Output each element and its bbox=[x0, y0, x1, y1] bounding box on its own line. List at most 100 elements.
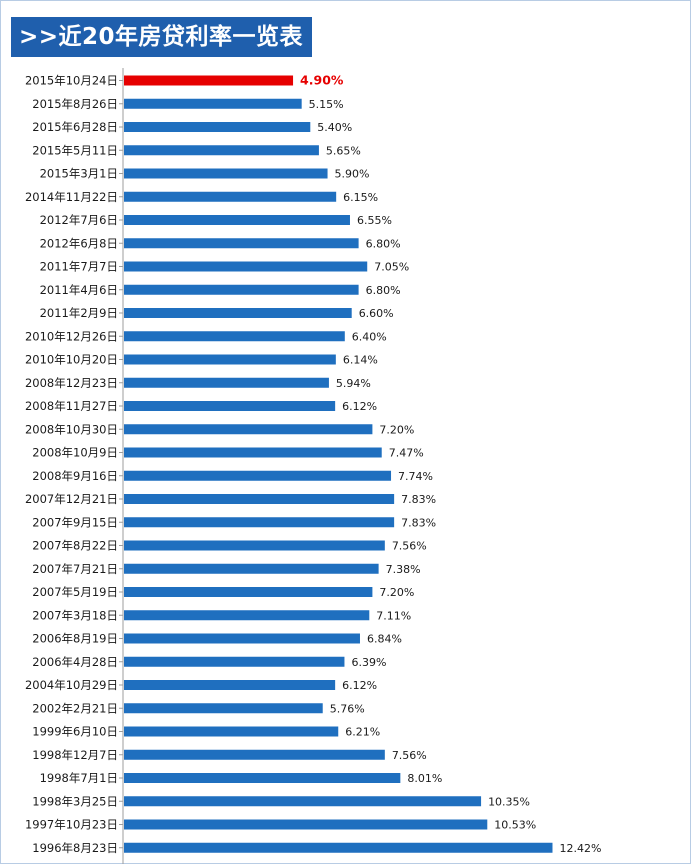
value-label: 6.21% bbox=[345, 726, 380, 739]
data-bar bbox=[124, 98, 302, 109]
category-label: 2012年6月8日 bbox=[40, 236, 118, 250]
value-label: 6.15% bbox=[343, 191, 378, 204]
value-label: 6.55% bbox=[357, 214, 392, 227]
data-bar bbox=[124, 354, 336, 365]
value-label: 7.83% bbox=[401, 516, 436, 529]
category-label: 2002年2月21日 bbox=[32, 701, 118, 715]
highlight-value-label: 4.90% bbox=[300, 73, 344, 88]
data-bar bbox=[124, 308, 352, 318]
data-bar bbox=[124, 819, 488, 830]
category-label: 2012年7月6日 bbox=[40, 213, 118, 227]
data-bar bbox=[124, 447, 382, 458]
value-label: 6.14% bbox=[343, 354, 378, 367]
category-label: 2011年7月7日 bbox=[40, 260, 118, 274]
value-label: 7.83% bbox=[401, 493, 436, 506]
data-bar bbox=[124, 331, 345, 342]
chart-title: >>近20年房贷利率一览表 bbox=[11, 17, 313, 57]
category-label: 2004年10月29日 bbox=[25, 678, 118, 692]
value-label: 7.20% bbox=[379, 423, 414, 436]
value-label: 5.90% bbox=[335, 168, 370, 181]
category-label: 2015年8月26日 bbox=[32, 97, 118, 111]
data-bar bbox=[124, 796, 482, 807]
data-bar bbox=[124, 680, 336, 690]
data-bar bbox=[124, 540, 385, 551]
category-label: 2008年12月23日 bbox=[25, 376, 118, 390]
value-label: 7.20% bbox=[379, 586, 414, 599]
category-label: 1998年12月7日 bbox=[32, 748, 118, 762]
value-label: 7.56% bbox=[392, 749, 427, 762]
category-label: 1998年3月25日 bbox=[32, 794, 118, 808]
value-label: 6.80% bbox=[366, 284, 401, 297]
category-label: 2008年9月16日 bbox=[32, 469, 118, 483]
category-label: 2007年8月22日 bbox=[32, 539, 118, 553]
category-label: 2007年9月15日 bbox=[32, 515, 118, 529]
value-label: 5.76% bbox=[330, 702, 365, 715]
value-label: 6.60% bbox=[359, 307, 394, 320]
value-label: 12.42% bbox=[559, 842, 601, 855]
data-bar bbox=[124, 633, 360, 644]
value-label: 8.01% bbox=[407, 772, 442, 785]
data-bar bbox=[124, 773, 401, 783]
value-label: 10.35% bbox=[488, 795, 530, 808]
category-label: 2015年10月24日 bbox=[25, 74, 118, 88]
data-bar bbox=[124, 517, 395, 528]
category-label: 2008年10月30日 bbox=[25, 422, 118, 436]
data-bar bbox=[124, 842, 553, 853]
category-label: 2006年4月28日 bbox=[32, 655, 118, 669]
value-label: 10.53% bbox=[494, 819, 536, 832]
data-bar bbox=[124, 284, 359, 295]
value-label: 6.39% bbox=[351, 656, 386, 669]
category-label: 2011年4月6日 bbox=[40, 283, 118, 297]
data-bar bbox=[124, 424, 373, 435]
value-label: 7.47% bbox=[389, 447, 424, 460]
category-label: 2006年8月19日 bbox=[32, 632, 118, 646]
value-label: 6.40% bbox=[352, 330, 387, 343]
value-label: 5.65% bbox=[326, 144, 361, 157]
category-label: 2008年11月27日 bbox=[25, 399, 118, 413]
category-label: 2007年5月19日 bbox=[32, 585, 118, 599]
data-bar bbox=[124, 261, 368, 272]
value-label: 7.56% bbox=[392, 540, 427, 553]
data-bar bbox=[124, 726, 339, 737]
data-bar bbox=[124, 191, 337, 202]
data-bar bbox=[124, 168, 328, 179]
data-bar bbox=[124, 610, 370, 621]
category-label: 2010年10月20日 bbox=[25, 353, 118, 367]
value-label: 6.84% bbox=[367, 633, 402, 646]
category-label: 1997年10月23日 bbox=[25, 818, 118, 832]
data-bar bbox=[124, 494, 395, 504]
category-label: 2008年10月9日 bbox=[32, 446, 118, 460]
category-label: 1996年8月23日 bbox=[32, 841, 118, 855]
category-label: 2014年11月22日 bbox=[25, 190, 118, 204]
value-label: 6.80% bbox=[366, 237, 401, 250]
data-bar bbox=[124, 401, 336, 411]
category-label: 2007年3月18日 bbox=[32, 608, 118, 622]
data-bar bbox=[124, 587, 373, 597]
value-label: 5.40% bbox=[317, 121, 352, 134]
data-bar bbox=[124, 377, 329, 388]
data-bar bbox=[124, 215, 350, 225]
value-label: 5.94% bbox=[336, 377, 371, 390]
category-label: 2007年7月21日 bbox=[32, 562, 118, 576]
category-label: 2011年2月9日 bbox=[40, 306, 118, 320]
value-label: 5.15% bbox=[309, 98, 344, 111]
value-label: 7.38% bbox=[386, 563, 421, 576]
category-label: 2010年12月26日 bbox=[25, 329, 118, 343]
data-bar bbox=[124, 145, 319, 156]
category-label: 2007年12月21日 bbox=[25, 492, 118, 506]
category-label: 2015年3月1日 bbox=[40, 167, 118, 181]
value-label: 6.12% bbox=[342, 679, 377, 692]
data-bar bbox=[124, 563, 379, 574]
category-label: 1998年7月1日 bbox=[40, 771, 118, 785]
data-bar bbox=[124, 470, 392, 481]
value-label: 7.05% bbox=[374, 261, 409, 274]
data-bar bbox=[124, 122, 311, 132]
highlight-bar bbox=[124, 75, 294, 86]
category-label: 2015年6月28日 bbox=[32, 120, 118, 134]
data-bar bbox=[124, 749, 385, 760]
data-bar bbox=[124, 703, 323, 714]
category-label: 1999年6月10日 bbox=[32, 725, 118, 739]
value-label: 7.74% bbox=[398, 470, 433, 483]
value-label: 6.12% bbox=[342, 400, 377, 413]
